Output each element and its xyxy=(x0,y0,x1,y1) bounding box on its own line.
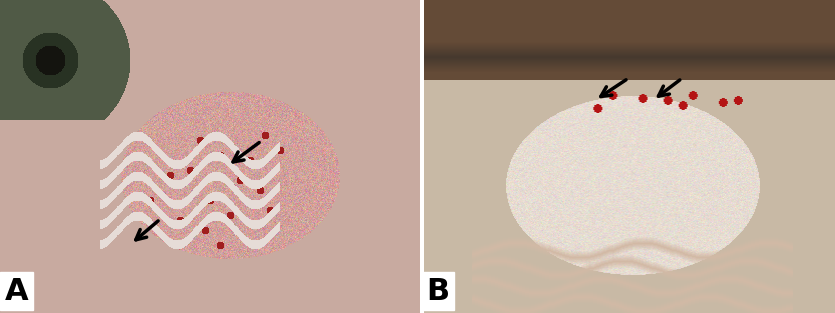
Text: A: A xyxy=(5,277,28,305)
Text: B: B xyxy=(427,277,450,305)
